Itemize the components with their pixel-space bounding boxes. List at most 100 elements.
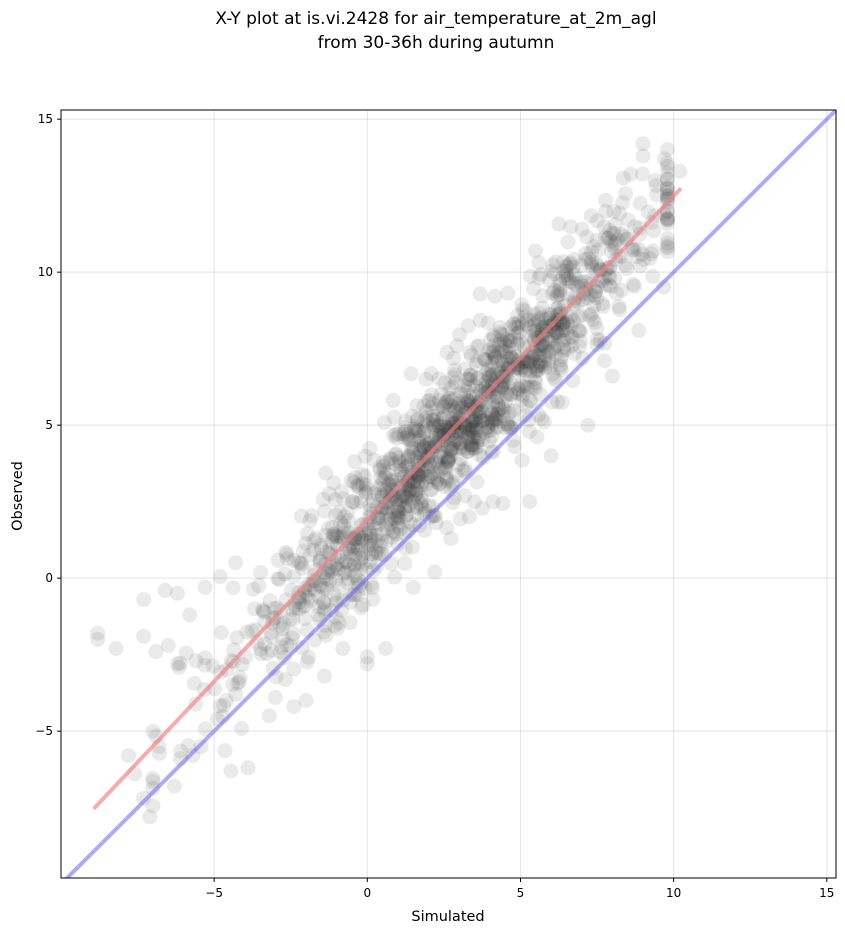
data-point [573,258,589,274]
data-point [467,411,483,427]
data-point [136,790,152,806]
data-point [529,429,545,445]
data-point [340,571,356,587]
data-point [602,269,618,285]
data-point [380,494,396,510]
data-point [471,406,487,421]
data-point [418,371,434,387]
data-point [457,361,473,377]
data-point [313,540,329,556]
data-point [403,432,419,447]
data-point [257,636,273,652]
data-point [217,743,233,759]
data-point [510,356,526,372]
data-point [581,273,597,289]
data-point [142,809,158,825]
data-point [435,398,451,414]
data-point [455,441,471,457]
data-point [398,459,414,475]
data-point [547,325,563,341]
data-point [660,212,675,228]
chart-title-line-1: X-Y plot at is.vi.2428 for air_temperatu… [215,9,656,29]
data-point [443,441,459,457]
data-point [463,421,479,437]
data-point [336,509,352,525]
data-point [480,423,496,438]
data-point [522,319,538,335]
data-point [386,409,402,425]
data-point [325,527,341,542]
data-point [272,617,288,633]
data-point [597,230,613,245]
data-point [357,448,373,464]
data-point [352,554,368,570]
data-point [474,377,490,393]
data-point [591,242,607,258]
data-point [332,529,348,545]
data-point [492,400,508,416]
data-point [473,413,489,428]
data-point [607,217,623,233]
data-point [185,748,201,763]
data-point [346,587,361,603]
data-point [502,339,518,354]
data-point [388,426,404,442]
data-point [408,485,424,501]
data-point [518,364,533,380]
data-point [632,220,648,236]
data-point [345,541,361,557]
data-point [485,414,500,430]
data-point [502,333,518,349]
data-point [551,216,567,232]
data-point [357,468,373,484]
data-point [466,429,482,445]
data-point [431,476,447,492]
data-point [365,591,381,607]
data-point [425,419,441,435]
data-point [321,486,337,502]
data-point [448,404,464,419]
data-point [368,543,384,558]
data-point [521,412,537,428]
data-point [548,324,564,340]
data-point [544,333,560,349]
data-point [447,367,463,383]
data-point [321,520,336,536]
data-point [463,436,479,452]
data-point [431,476,447,492]
data-point [616,228,632,244]
data-point [442,421,457,437]
data-point [452,436,468,452]
data-point [660,210,675,226]
data-point [295,560,311,576]
data-point [583,287,598,303]
data-point [440,393,456,409]
data-point [429,401,445,417]
data-point [660,165,675,181]
data-point [484,355,500,371]
data-point [506,360,522,376]
data-point [465,420,481,436]
data-point [370,546,386,561]
data-point [598,192,614,208]
data-point [549,287,565,303]
data-point [468,417,484,433]
data-point [301,649,316,665]
data-point [579,229,595,245]
data-point [629,249,645,265]
data-point [278,544,294,560]
data-point [595,298,611,314]
data-point [423,400,439,416]
y-tick-label: −5 [35,724,53,738]
data-point [347,587,363,602]
data-point [437,375,453,391]
data-point [508,320,524,335]
data-point [399,489,415,505]
data-point [528,323,544,338]
data-point [492,333,508,348]
data-point [480,315,496,331]
data-point [385,523,401,539]
data-point [580,250,596,266]
data-point [635,166,651,182]
data-point [560,316,576,332]
